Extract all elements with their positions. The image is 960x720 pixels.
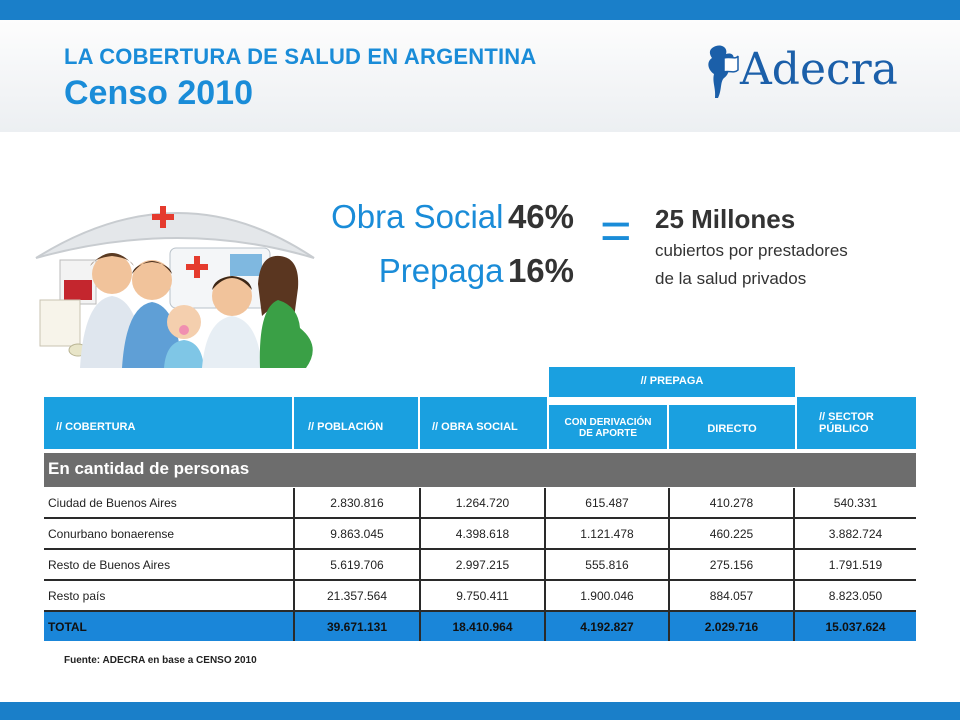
cell-obra-social: 2.997.215	[419, 549, 545, 581]
header-sector-publico-line1: // SECTOR	[819, 411, 874, 423]
header-con-derivacion-line1: CON DERIVACIÓN	[564, 417, 652, 428]
cell-directo: 275.156	[668, 549, 794, 581]
cell-sector-publico: 8.823.050	[793, 580, 916, 612]
cell-con-derivacion: 555.816	[544, 549, 669, 581]
map-flag-icon	[708, 45, 739, 98]
header-directo: DIRECTO	[669, 405, 795, 449]
prepaga-group-label: // PREPAGA	[640, 375, 704, 387]
cell-poblacion: 9.863.045	[293, 518, 420, 550]
slide-kicker: LA COBERTURA DE SALUD EN ARGENTINA	[64, 44, 537, 69]
row-label: Ciudad de Buenos Aires	[44, 488, 294, 519]
prepaga-group-header: // PREPAGA	[549, 367, 795, 397]
cell-con-derivacion: 1.121.478	[544, 518, 669, 550]
source-note: Fuente: ADECRA en base a CENSO 2010	[64, 655, 257, 666]
adecra-logo: Adecra	[700, 42, 900, 102]
obra-social-label: Obra Social	[331, 198, 504, 235]
cell-obra-social: 1.264.720	[419, 488, 545, 519]
cell-directo: 884.057	[668, 580, 794, 612]
cell-directo: 460.225	[668, 518, 794, 550]
prepaga-label: Prepaga	[378, 252, 504, 289]
cell-con-derivacion: 1.900.046	[544, 580, 669, 612]
total-directo: 2.029.716	[668, 611, 794, 641]
cell-sector-publico: 3.882.724	[793, 518, 916, 550]
row-label: Conurbano bonaerense	[44, 518, 294, 550]
cell-obra-social: 4.398.618	[419, 518, 545, 550]
summary-line-1: cubiertos por prestadores	[655, 241, 848, 260]
obra-social-value: 46%	[507, 198, 574, 235]
cell-obra-social: 9.750.411	[419, 580, 545, 612]
header-band	[0, 20, 960, 132]
header-poblacion-label: // POBLACIÓN	[308, 421, 384, 433]
cell-sector-publico: 540.331	[793, 488, 916, 519]
total-con-derivacion: 4.192.827	[544, 611, 669, 641]
header-con-derivacion-line2: DE APORTE	[579, 428, 637, 439]
total-sector-publico: 15.037.624	[793, 611, 916, 641]
table-row: Resto de Buenos Aires 5.619.706 2.997.21…	[44, 549, 916, 581]
prepaga-value: 16%	[507, 252, 574, 289]
row-label: Resto de Buenos Aires	[44, 549, 294, 581]
logo-text: Adecra	[740, 44, 898, 95]
total-obra-social: 18.410.964	[419, 611, 545, 641]
table-row: Ciudad de Buenos Aires 2.830.816 1.264.7…	[44, 488, 916, 519]
header-obra-social: // OBRA SOCIAL	[420, 397, 547, 449]
slide-title: Censo 2010	[64, 74, 253, 112]
prepaga-stat: Prepaga 16%	[379, 252, 574, 290]
summary-line-2: de la salud privados	[655, 269, 807, 288]
header-cobertura-label: // COBERTURA	[56, 421, 136, 433]
summary-headline: 25 Millones	[655, 204, 796, 234]
total-label: TOTAL	[44, 611, 294, 641]
equals-sign: =	[600, 201, 632, 261]
header-sector-publico: // SECTOR PÚBLICO	[797, 397, 916, 449]
bottom-accent-bar	[0, 702, 960, 720]
top-accent-bar	[0, 0, 960, 20]
table-row: Conurbano bonaerense 9.863.045 4.398.618…	[44, 518, 916, 550]
cell-sector-publico: 1.791.519	[793, 549, 916, 581]
cell-con-derivacion: 615.487	[544, 488, 669, 519]
header-con-derivacion: CON DERIVACIÓN DE APORTE	[549, 405, 667, 449]
cell-directo: 410.278	[668, 488, 794, 519]
header-sector-publico-line2: PÚBLICO	[819, 423, 869, 435]
row-label: Resto país	[44, 580, 294, 612]
section-title-bar: En cantidad de personas	[44, 453, 916, 487]
cell-poblacion: 2.830.816	[293, 488, 420, 519]
header-cobertura: // COBERTURA	[44, 397, 292, 449]
header-obra-social-label: // OBRA SOCIAL	[432, 421, 518, 433]
table-total-row: TOTAL 39.671.131 18.410.964 4.192.827 2.…	[44, 611, 916, 641]
table-row: Resto país 21.357.564 9.750.411 1.900.04…	[44, 580, 916, 612]
family-health-illustration	[30, 188, 320, 378]
coverage-table: Ciudad de Buenos Aires 2.830.816 1.264.7…	[44, 488, 916, 641]
obra-social-stat: Obra Social 46%	[331, 198, 574, 236]
cell-poblacion: 21.357.564	[293, 580, 420, 612]
total-poblacion: 39.671.131	[293, 611, 420, 641]
cell-poblacion: 5.619.706	[293, 549, 420, 581]
prepaga-group-divider	[555, 397, 789, 398]
header-directo-label: DIRECTO	[707, 423, 757, 435]
header-poblacion: // POBLACIÓN	[294, 397, 418, 449]
